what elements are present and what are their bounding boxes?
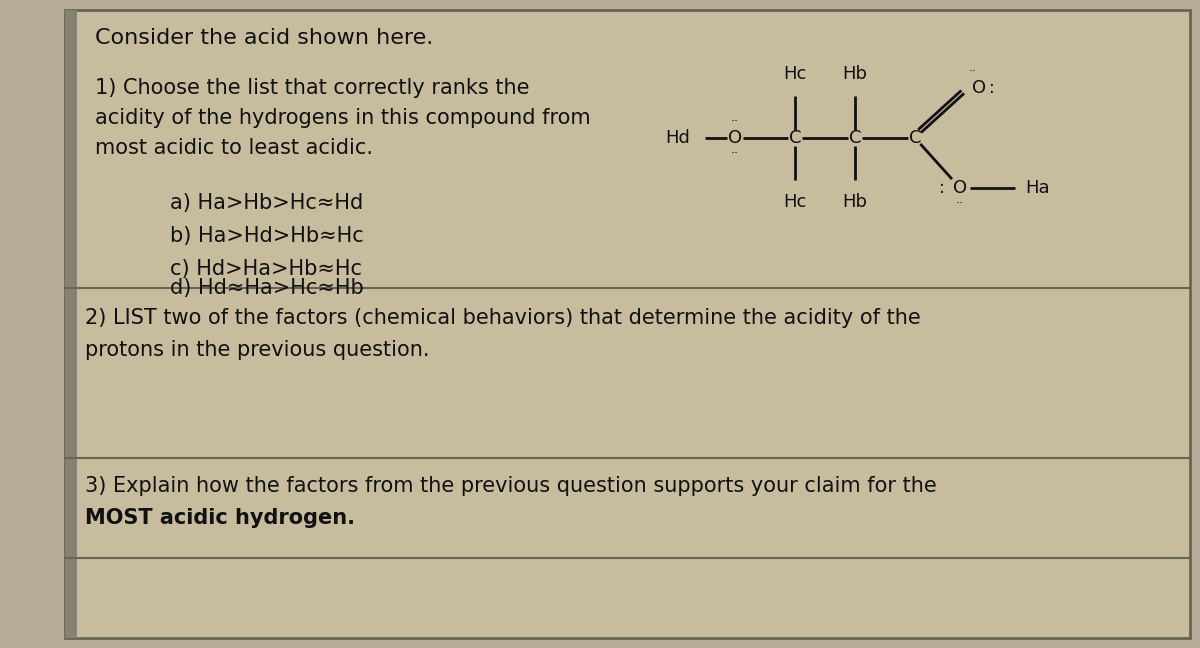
- Bar: [65, 10, 77, 638]
- Text: c) Hd>Ha>Hb≈Hc: c) Hd>Ha>Hb≈Hc: [170, 259, 362, 279]
- Text: Consider the acid shown here.: Consider the acid shown here.: [95, 28, 433, 48]
- Text: ··: ··: [970, 65, 977, 78]
- Text: Hc: Hc: [784, 193, 806, 211]
- Text: :: :: [989, 79, 995, 97]
- Text: Hd: Hd: [665, 129, 690, 147]
- Text: C: C: [848, 129, 862, 147]
- Text: O: O: [972, 79, 986, 97]
- Text: Hb: Hb: [842, 193, 868, 211]
- Text: most acidic to least acidic.: most acidic to least acidic.: [95, 138, 373, 158]
- Text: 3) Explain how the factors from the previous question supports your claim for th: 3) Explain how the factors from the prev…: [85, 476, 937, 496]
- Text: 2) LIST two of the factors (chemical behaviors) that determine the acidity of th: 2) LIST two of the factors (chemical beh…: [85, 308, 920, 328]
- Text: b) Ha>Hd>Hb≈Hc: b) Ha>Hd>Hb≈Hc: [170, 226, 364, 246]
- Text: ··: ··: [731, 115, 739, 128]
- Text: Hc: Hc: [784, 65, 806, 83]
- Text: protons in the previous question.: protons in the previous question.: [85, 340, 430, 360]
- Text: ··: ··: [731, 148, 739, 161]
- Text: d) Hd≈Ha>Hc≈Hb: d) Hd≈Ha>Hc≈Hb: [170, 278, 364, 298]
- Text: Ha: Ha: [1025, 179, 1050, 197]
- Text: acidity of the hydrogens in this compound from: acidity of the hydrogens in this compoun…: [95, 108, 590, 128]
- Text: O: O: [728, 129, 742, 147]
- Text: MOST acidic hydrogen.: MOST acidic hydrogen.: [85, 508, 355, 528]
- Text: :: :: [940, 179, 944, 197]
- Text: O: O: [953, 179, 967, 197]
- Text: Hb: Hb: [842, 65, 868, 83]
- Text: C: C: [908, 129, 922, 147]
- Text: C: C: [788, 129, 802, 147]
- Text: a) Ha>Hb>Hc≈Hd: a) Ha>Hb>Hc≈Hd: [170, 193, 364, 213]
- Text: 1) Choose the list that correctly ranks the: 1) Choose the list that correctly ranks …: [95, 78, 529, 98]
- Text: ··: ··: [956, 198, 964, 211]
